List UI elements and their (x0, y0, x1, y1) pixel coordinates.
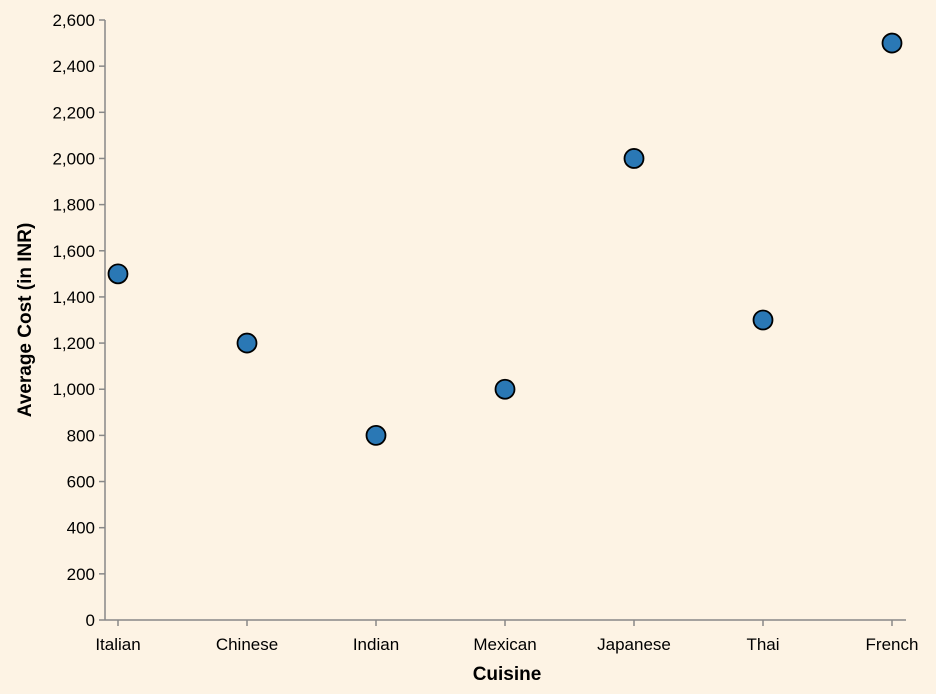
y-tick-label: 1,000 (52, 380, 95, 399)
data-point (494, 378, 516, 400)
y-tick-label: 200 (67, 565, 95, 584)
y-tick-label: 0 (86, 611, 95, 630)
x-tick-label: Indian (353, 635, 399, 654)
data-point (881, 32, 903, 54)
y-tick-label: 2,400 (52, 57, 95, 76)
data-point (236, 332, 258, 354)
x-tick-label: Mexican (473, 635, 536, 654)
y-tick-label: 2,200 (52, 103, 95, 122)
y-tick-label: 1,600 (52, 242, 95, 261)
y-axis: 0 200 400 600 800 1,000 1,200 1,400 1,600 1,800 2,… (52, 11, 106, 630)
y-tick-label: 1,400 (52, 288, 95, 307)
x-tick-label: French (866, 635, 919, 654)
y-tick-label: 1,800 (52, 196, 95, 215)
y-tick-label: 2,600 (52, 11, 95, 30)
x-tick-label: Chinese (216, 635, 278, 654)
y-tick-label: 600 (67, 473, 95, 492)
data-point (623, 148, 645, 169)
x-tick-label: Japanese (597, 635, 671, 654)
x-axis: Italian Chinese Indian Mexican Japanese Thai F… (95, 619, 919, 654)
y-tick-label: 2,000 (52, 149, 95, 168)
data-points (107, 32, 903, 446)
x-tick-label: Thai (746, 635, 779, 654)
y-tick-label: 1,200 (52, 334, 95, 353)
data-point (365, 424, 387, 446)
data-point (107, 263, 129, 285)
x-axis-title: Cuisine (473, 664, 542, 685)
data-point (752, 309, 774, 331)
y-tick-label: 800 (67, 426, 95, 445)
x-tick-label: Italian (95, 635, 140, 654)
y-tick-label: 400 (67, 519, 95, 538)
y-axis-title: Average Cost (in INR) (15, 223, 36, 418)
